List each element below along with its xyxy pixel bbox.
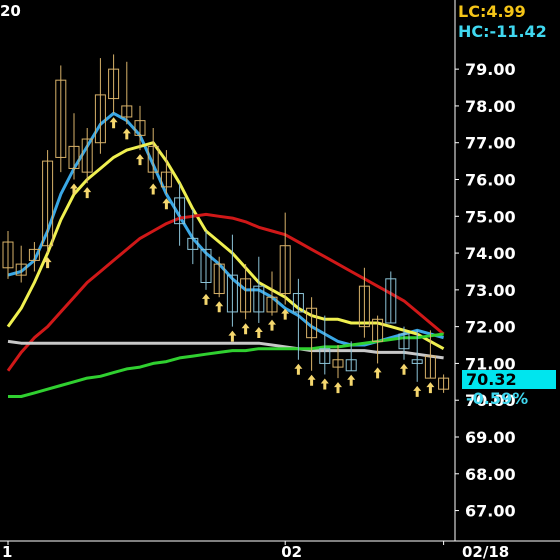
candle-body — [42, 160, 54, 247]
up-arrow-icon — [307, 374, 316, 386]
up-arrow-icon — [215, 301, 224, 313]
x-tick-label: 1 — [2, 543, 12, 560]
up-arrow-icon — [347, 374, 356, 386]
signal-arrows — [43, 117, 435, 397]
candle-body — [134, 120, 146, 136]
up-arrow-icon — [426, 382, 435, 394]
candle-body — [81, 138, 93, 173]
candle-body — [15, 263, 27, 276]
blue-ma-line — [7, 111, 445, 347]
candle-body — [94, 94, 106, 144]
y-tick-label: 70.00 — [465, 391, 516, 410]
x-tick-label: 02 — [281, 543, 302, 560]
y-tick-label: 77.00 — [465, 134, 516, 153]
hc-label: HC:-11.42 — [458, 22, 547, 41]
moving-average-lines — [6, 111, 445, 398]
red-ma-line — [6, 212, 445, 372]
up-arrow-icon — [400, 363, 408, 375]
up-arrow-icon — [373, 367, 382, 379]
up-arrow-icon — [43, 257, 52, 269]
y-tick-label: 68.00 — [465, 465, 516, 484]
price-change-percent: -0.59% — [466, 389, 529, 408]
up-arrow-icon — [281, 308, 290, 320]
candle-body — [213, 263, 225, 295]
candle-body — [319, 348, 331, 364]
yellow-ma-line — [6, 141, 445, 351]
y-tick-label: 79.00 — [465, 60, 516, 79]
last-price-value: 70.32 — [466, 370, 517, 389]
lc-label: LC:4.99 — [458, 2, 526, 21]
candle-body — [121, 105, 133, 118]
y-tick-label: 67.00 — [465, 502, 516, 521]
y-tick-label: 78.00 — [465, 97, 516, 116]
y-tick-label: 72.00 — [465, 318, 516, 337]
y-axis-ticks: 79.00 78.00 77.00 76.00 75.00 74.00 73.00 72.00… — [455, 60, 516, 521]
gray-ma-line — [7, 339, 444, 360]
candle-body — [187, 237, 199, 250]
up-arrow-icon — [136, 154, 144, 166]
up-arrow-icon — [334, 382, 342, 394]
up-arrow-icon — [320, 378, 329, 390]
candle-body — [160, 171, 172, 188]
axes — [0, 0, 560, 542]
candle-body — [438, 377, 450, 390]
y-tick-label: 76.00 — [465, 171, 516, 190]
candle-body — [306, 307, 318, 339]
candle-body — [240, 278, 252, 313]
candle-body — [226, 274, 238, 313]
up-arrow-icon — [241, 323, 250, 335]
candlesticks — [2, 54, 450, 393]
x-tick-label: 02/18 — [462, 543, 509, 560]
candle-body — [398, 333, 410, 350]
candle-body — [332, 359, 344, 368]
candle-body — [28, 248, 40, 261]
candle-body — [174, 197, 186, 225]
candle-body — [266, 296, 278, 313]
y-tick-label: 75.00 — [465, 207, 516, 226]
green-ma-line — [8, 332, 444, 398]
candle-body — [253, 285, 265, 313]
x-axis-ticks: 1 02 02/18 — [2, 541, 509, 560]
candle-body — [372, 318, 384, 342]
up-arrow-icon — [162, 198, 171, 210]
up-arrow-icon — [109, 117, 118, 129]
up-arrow-icon — [149, 183, 158, 195]
y-tick-label: 74.00 — [465, 244, 516, 263]
up-arrow-icon — [70, 183, 78, 195]
candle-body — [345, 359, 357, 372]
candle-body — [385, 278, 397, 324]
candle-body — [358, 285, 370, 328]
y-tick-label: 73.00 — [465, 281, 516, 300]
up-arrow-icon — [202, 293, 210, 305]
up-arrow-icon — [254, 326, 263, 338]
candle-body — [200, 248, 212, 283]
corner-label: 20 — [0, 2, 21, 20]
candle-body — [411, 359, 423, 364]
up-arrow-icon — [122, 128, 131, 140]
up-arrow-icon — [413, 385, 422, 397]
candle-body — [2, 241, 14, 269]
up-arrow-icon — [294, 363, 303, 375]
y-tick-label: 69.00 — [465, 428, 516, 447]
y-tick-label: 71.00 — [465, 354, 516, 373]
candle-body — [147, 145, 159, 173]
up-arrow-icon — [228, 330, 237, 342]
candle-body — [68, 145, 80, 169]
candle-body — [292, 293, 304, 313]
candle-body — [424, 355, 436, 379]
up-arrow-icon — [83, 187, 92, 199]
candle-body — [108, 68, 120, 100]
candle-body — [55, 79, 67, 158]
last-price-box — [462, 370, 556, 389]
up-arrow-icon — [268, 319, 276, 331]
candle-body — [279, 245, 291, 295]
